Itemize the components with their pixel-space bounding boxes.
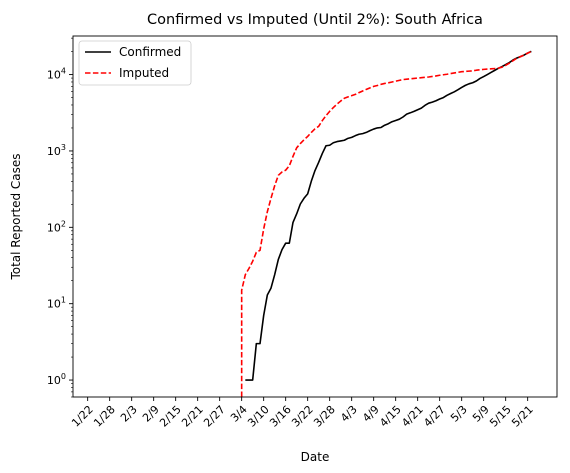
series-line-imputed: [240, 50, 532, 397]
y-tick-base: 10: [47, 374, 61, 387]
y-tick-exponent: 2: [61, 219, 66, 228]
y-tick-base: 10: [47, 298, 61, 311]
legend-label-confirmed: Confirmed: [119, 45, 181, 59]
y-tick-label: 104: [47, 67, 66, 82]
series-line-confirmed: [245, 50, 532, 381]
y-tick-exponent: 4: [61, 67, 66, 76]
plot-area: [72, 35, 558, 398]
legend: Confirmed Imputed: [78, 40, 192, 86]
y-axis-title: Total Reported Cases: [9, 153, 23, 280]
y-tick-label: 101: [47, 296, 66, 311]
y-tick-base: 10: [47, 69, 61, 82]
y-tick-base: 10: [47, 145, 61, 158]
legend-label-imputed: Imputed: [119, 66, 169, 80]
y-tick-label: 102: [47, 219, 66, 234]
y-tick-exponent: 1: [61, 296, 66, 305]
x-axis-title: Date: [301, 450, 330, 464]
y-tick-exponent: 0: [61, 372, 66, 381]
y-tick-exponent: 3: [61, 143, 66, 152]
y-tick-label: 103: [47, 143, 66, 158]
chart-title: Confirmed vs Imputed (Until 2%): South A…: [147, 12, 483, 28]
y-tick-base: 10: [47, 221, 61, 234]
y-tick-label: 100: [47, 372, 66, 387]
axes-frame: [72, 35, 558, 398]
